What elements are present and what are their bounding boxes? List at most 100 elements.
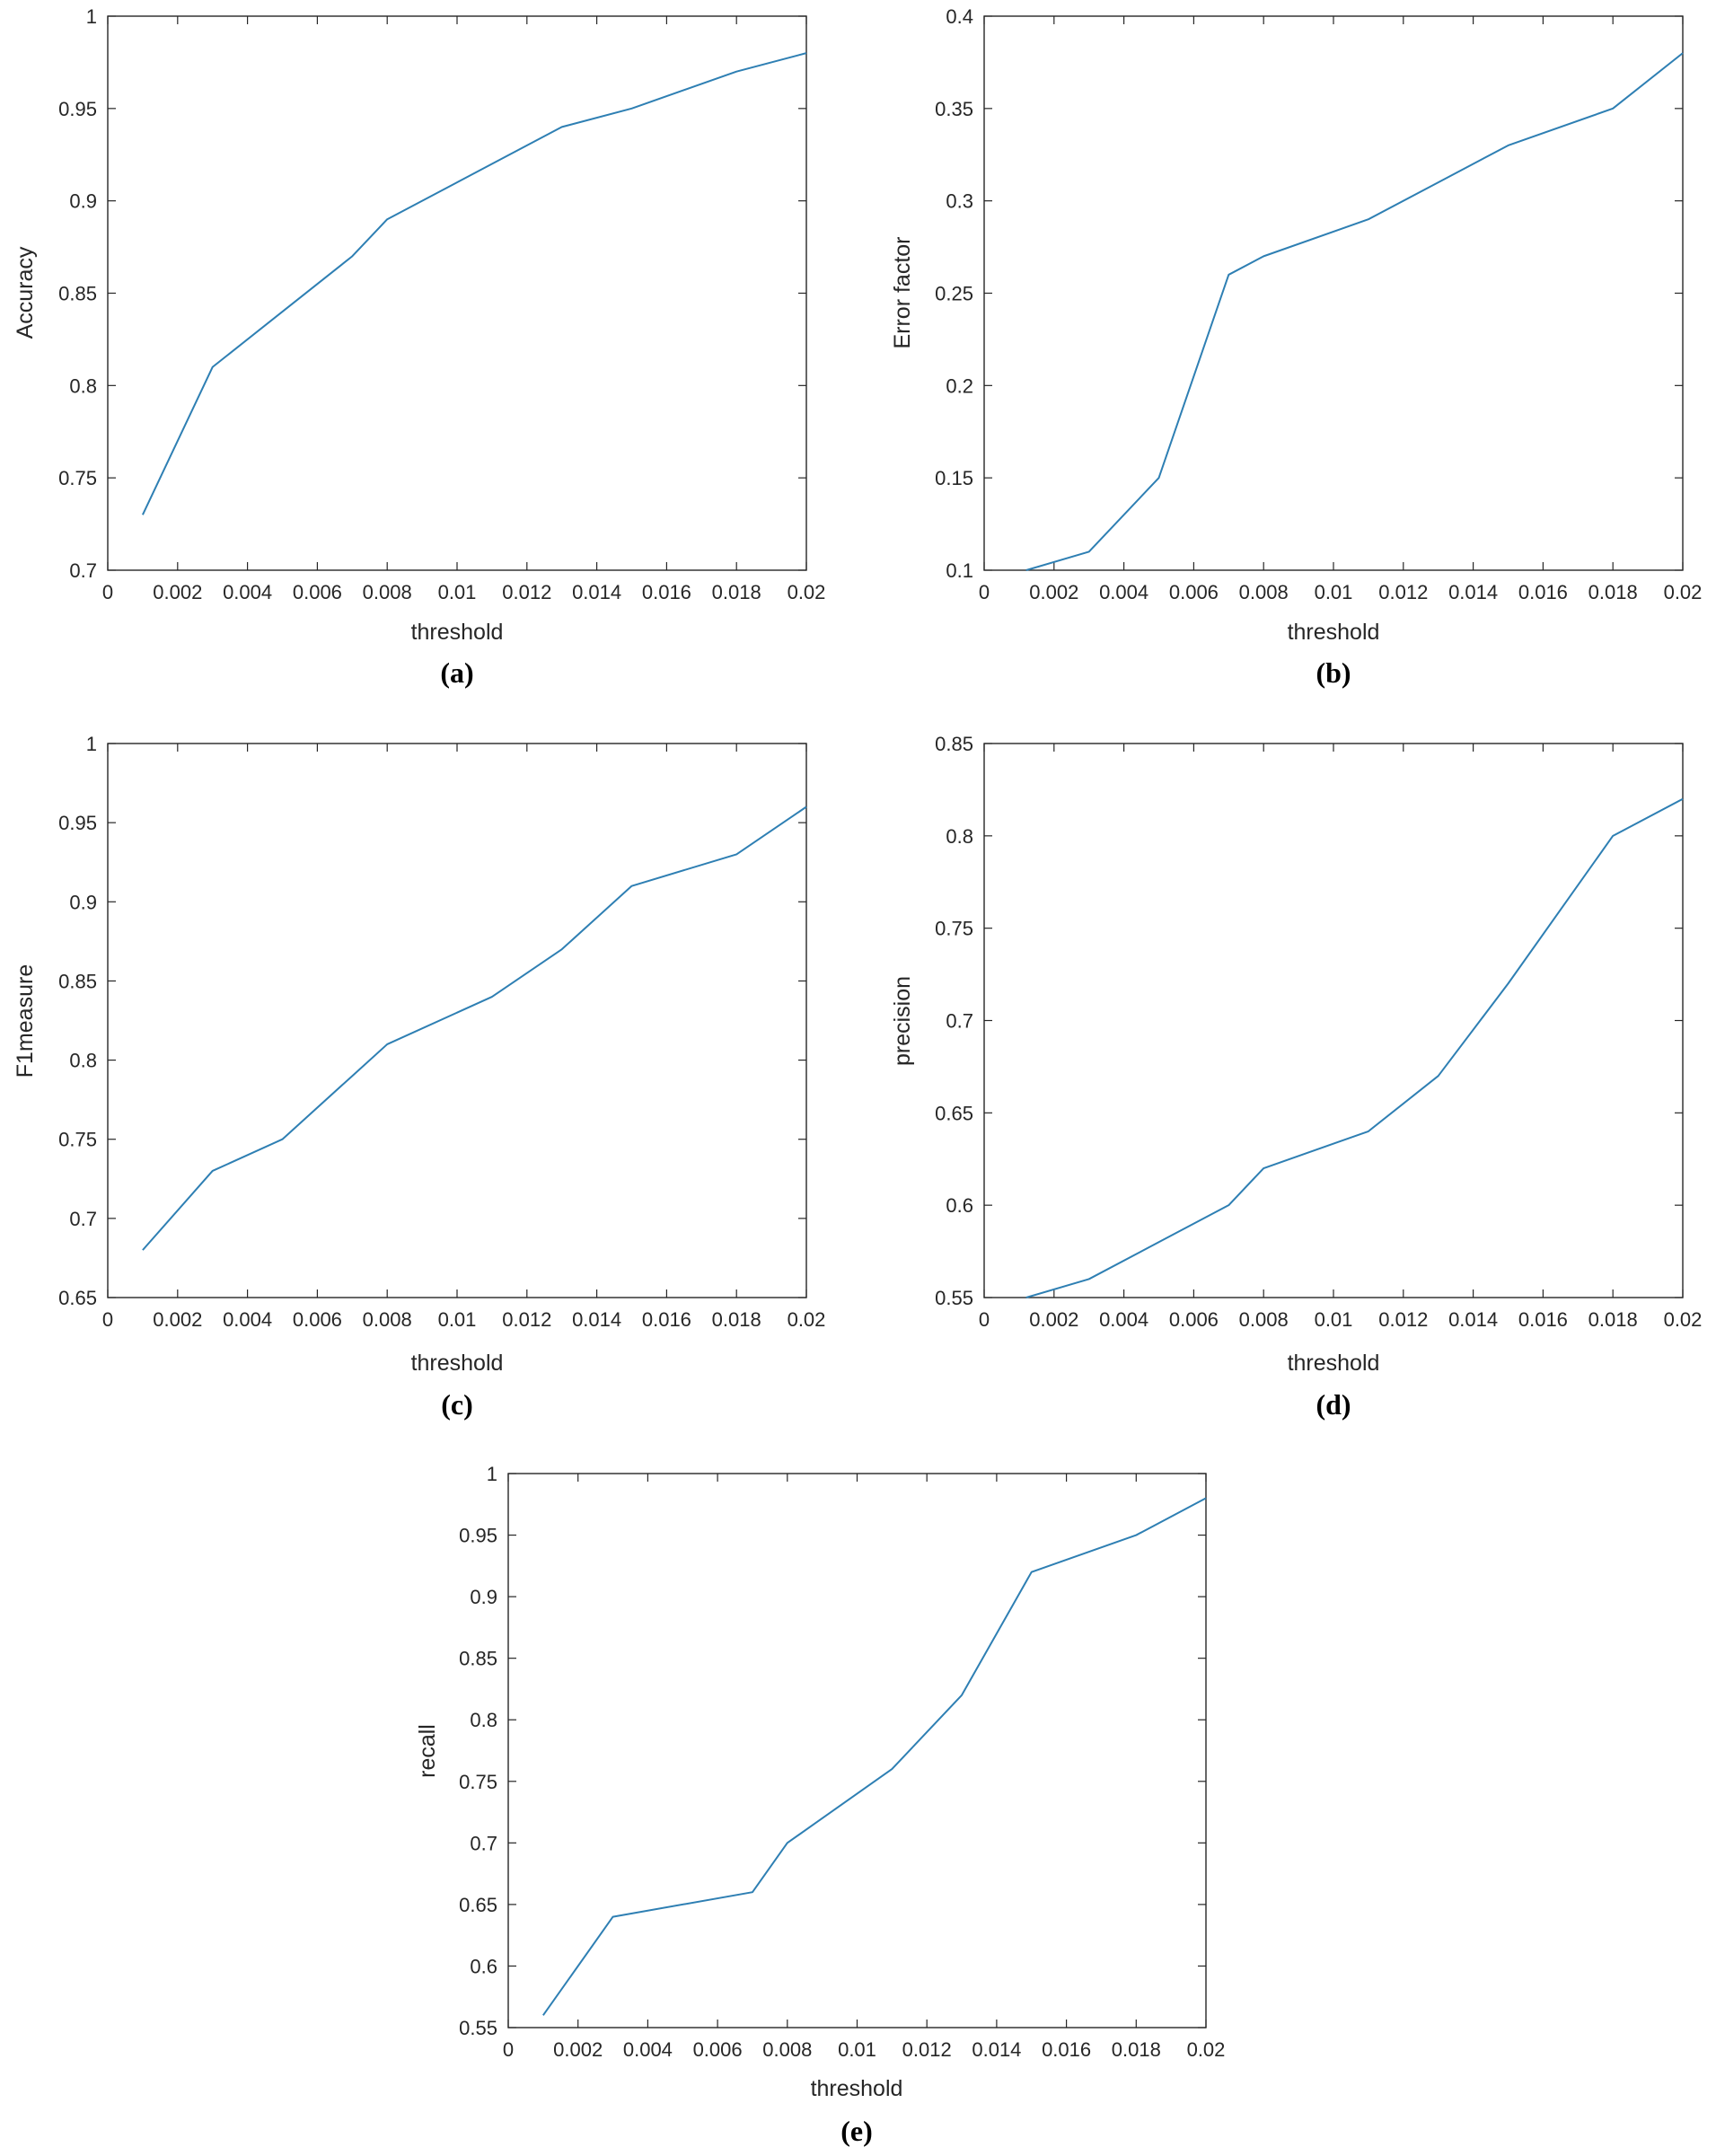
panel-d-ytick-label: 0.7	[946, 1010, 973, 1033]
panel-b-xtick-label: 0.02	[1664, 581, 1703, 603]
panel-c-plot-area: 0 0.002 0.004 0.006 0.008 0.01 0.012 0.014 0.016…	[58, 733, 825, 1331]
panel-d-ytick-label: 0.75	[935, 918, 973, 940]
panel-e-ylabel: recall	[415, 1724, 440, 1778]
panel-d-ytick-label: 0.55	[935, 1287, 973, 1309]
panel-e: 0 0.002 0.004 0.006 0.008 0.01 0.012 0.014 0.016…	[415, 1463, 1225, 2147]
panel-e-series-line	[542, 1497, 1207, 2016]
panel-e-xlabel: threshold	[811, 2076, 903, 2101]
panel-b-xlabel: threshold	[1288, 620, 1380, 645]
panel-d-ytick-label: 0.8	[946, 825, 973, 848]
panel-e-ytick-label: 1	[487, 1463, 497, 1485]
panel-c-xtick-label: 0.016	[642, 1308, 691, 1331]
panel-c-ylabel: F1measure	[13, 964, 38, 1078]
panel-e-xtick-label: 0.01	[838, 2038, 876, 2061]
panel-a-xtick-label: 0.012	[502, 581, 551, 603]
panel-a-ytick-label: 0.7	[69, 559, 97, 582]
panel-d-xtick-label: 0.008	[1239, 1308, 1289, 1331]
panel-d-xtick-label: 0.014	[1448, 1308, 1498, 1331]
panel-e-ytick-label: 0.55	[459, 2017, 497, 2039]
panel-a-ytick-label: 0.75	[58, 467, 97, 489]
panel-a-caption: (a)	[440, 656, 473, 689]
panel-b-xtick-label: 0.016	[1518, 581, 1568, 603]
panel-a-ytick-label: 1	[86, 5, 97, 28]
panel-e-xtick-label: 0.012	[902, 2038, 952, 2061]
panel-e-xtick-label: 0.008	[762, 2038, 812, 2061]
panel-d-xtick-label: 0.016	[1518, 1308, 1568, 1331]
panel-b-ytick-label: 0.25	[935, 283, 973, 305]
panel-c-ytick-label: 0.7	[69, 1208, 97, 1230]
panel-a-ytick-label: 0.85	[58, 283, 97, 305]
panel-c-xlabel: threshold	[411, 1351, 504, 1376]
panel-b-xtick-label: 0.014	[1448, 581, 1498, 603]
panel-b-xtick-label: 0.004	[1099, 581, 1148, 603]
panel-b-xtick-label: 0.018	[1588, 581, 1638, 603]
panel-e-ytick-label: 0.85	[459, 1648, 497, 1670]
panel-b-xtick-label: 0.008	[1239, 581, 1289, 603]
panel-b-xtick-label: 0.002	[1029, 581, 1078, 603]
panel-a-xtick-label: 0.018	[712, 581, 761, 603]
panel-a-xtick-label: 0.004	[223, 581, 272, 603]
panel-a-xtick-label: 0.016	[642, 581, 691, 603]
panel-c-ytick-label: 0.75	[58, 1129, 97, 1151]
panel-e-ytick-label: 0.65	[459, 1894, 497, 1916]
panel-d-xtick-label: 0.012	[1378, 1308, 1428, 1331]
panel-e-ytick-label: 0.75	[459, 1771, 497, 1793]
panel-d-series-line	[1025, 797, 1684, 1298]
panel-a-xtick-label: 0.006	[293, 581, 342, 603]
panel-e-ytick-label: 0.95	[459, 1525, 497, 1547]
panel-c-ytick-label: 0.9	[69, 891, 97, 913]
panel-e-xtick-label: 0.018	[1112, 2038, 1161, 2061]
panel-c-xtick-label: 0.02	[788, 1308, 826, 1331]
panel-c-series-line	[142, 805, 807, 1251]
panel-c-xtick-label: 0.012	[502, 1308, 551, 1331]
panel-c-ytick-label: 0.85	[58, 970, 97, 992]
panel-c-xtick-label: 0.006	[293, 1308, 342, 1331]
panel-d-xtick-label: 0.01	[1315, 1308, 1353, 1331]
panel-e-xtick-label: 0	[503, 2038, 514, 2061]
panel-a-xtick-label: 0.02	[788, 581, 826, 603]
panel-d-ytick-label: 0.6	[946, 1194, 973, 1217]
panel-c-xtick-label: 0.01	[438, 1308, 477, 1331]
panel-c-xtick-label: 0	[102, 1308, 113, 1331]
panel-b-xtick-label: 0.01	[1315, 581, 1353, 603]
panel-c-ytick-label: 1	[86, 733, 97, 755]
panel-b-ylabel: Error factor	[890, 236, 915, 348]
panel-e-xtick-label: 0.016	[1042, 2038, 1091, 2061]
panel-a-xtick-label: 0.01	[438, 581, 477, 603]
panel-c-xtick-label: 0.002	[153, 1308, 202, 1331]
panel-d-caption: (d)	[1316, 1388, 1351, 1421]
panel-e-xtick-label: 0.02	[1187, 2038, 1226, 2061]
panel-c: 0 0.002 0.004 0.006 0.008 0.01 0.012 0.014 0.016…	[13, 733, 825, 1421]
panel-d-xtick-label: 0.004	[1099, 1308, 1148, 1331]
panel-a-ylabel: Accuracy	[13, 246, 38, 339]
panel-a-xlabel: threshold	[411, 620, 504, 645]
panel-a-ytick-label: 0.8	[69, 374, 97, 397]
panel-d-ytick-label: 0.65	[935, 1102, 973, 1124]
panel-c-ytick-label: 0.65	[58, 1287, 97, 1309]
panel-b-plot-area: 0 0.002 0.004 0.006 0.008 0.01 0.012 0.014 0.016…	[935, 5, 1702, 603]
panel-a-ytick-label: 0.9	[69, 190, 97, 213]
panel-b-ytick-label: 0.2	[946, 374, 973, 397]
panel-a-xtick-label: 0.008	[363, 581, 412, 603]
panel-b-caption: (b)	[1316, 656, 1351, 689]
panel-e-caption: (e)	[840, 2115, 873, 2147]
panel-e-ytick-label: 0.7	[470, 1832, 497, 1854]
panel-b-ytick-label: 0.3	[946, 190, 973, 213]
panel-a-xtick-label: 0.014	[572, 581, 621, 603]
panel-d-xtick-label: 0.018	[1588, 1308, 1638, 1331]
panel-d-xtick-label: 0	[979, 1308, 990, 1331]
panel-a-xtick-label: 0.002	[153, 581, 202, 603]
panel-c-ytick-label: 0.95	[58, 812, 97, 834]
panel-a-series-line	[141, 52, 807, 515]
panel-e-ytick-label: 0.8	[470, 1709, 497, 1731]
panel-b-xtick-label: 0.006	[1169, 581, 1219, 603]
panel-e-xtick-label: 0.006	[693, 2038, 743, 2061]
panel-d-plot-area: 0 0.002 0.004 0.006 0.008 0.01 0.012 0.014 0.016…	[935, 733, 1702, 1331]
panel-b-xtick-label: 0.012	[1378, 581, 1428, 603]
panel-c-xtick-label: 0.014	[572, 1308, 621, 1331]
panel-a-xtick-label: 0	[102, 581, 113, 603]
panel-a-ytick-label: 0.95	[58, 98, 97, 120]
panel-a: 0 0.002 0.004 0.006 0.008 0.01 0.012 0.014 0.016…	[13, 5, 825, 689]
